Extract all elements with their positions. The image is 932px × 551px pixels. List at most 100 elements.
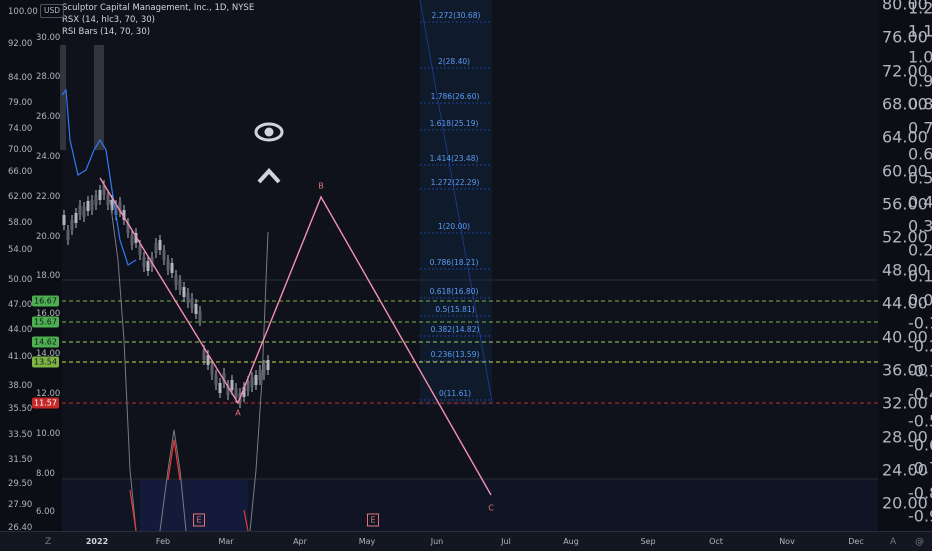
candle-body [62,215,66,225]
candle-body [254,375,258,385]
oscillator-line [249,231,269,531]
left-outer-tick: 50.00 [8,275,33,285]
candle-body [162,250,166,260]
eye-icon[interactable] [254,120,284,148]
candle-body [182,287,186,297]
candle-body [234,388,238,398]
candle-body [94,195,98,205]
left-inner-tick: 28.00 [36,72,61,82]
abc-wave-line [99,177,492,496]
candle-body [86,201,90,211]
time-axis-label: Apr [293,537,307,546]
currency-badge[interactable]: USD [40,4,65,18]
left-price-axis-outer[interactable]: 100.00 92.00 84.00 79.00 74.00 70.00 66.00 62.0… [0,0,38,533]
oscillator-line [159,429,187,531]
time-axis-label: Dec [848,537,864,546]
left-outer-tick: 29.50 [8,479,33,489]
time-axis[interactable]: 2022 Feb Mar Apr May Jun Jul Aug Sep Oct Nov Dec Z A @ [0,531,932,551]
wave-label-b: B [318,181,324,191]
left-outer-tick: 44.00 [8,325,33,335]
left-outer-tick: 84.00 [8,73,33,83]
symbol-title[interactable]: Sculptor Capital Management, Inc., 1D, N… [62,3,255,13]
indicator-rsi-bars[interactable]: RSI Bars (14, 70, 30) [62,27,151,37]
left-outer-tick: 100.00 [8,7,38,17]
price-tag: 11.57 [32,397,59,409]
candle-body [178,280,182,290]
candle-body [74,213,78,223]
time-axis-label: Jun [430,537,444,546]
candle-body [90,200,94,210]
left-outer-tick: 79.00 [8,98,33,108]
left-inner-tick: 26.00 [36,112,61,122]
candle-body [214,375,218,385]
time-axis-label: Oct [709,537,723,546]
left-inner-tick: 14.00 [36,349,61,359]
time-axis-label: 2022 [85,537,109,546]
oscillator-line [109,199,137,531]
candle-body [70,220,74,230]
candle-body [154,243,158,253]
candle-body [98,190,102,200]
candle-body [202,350,206,360]
wave-label-a: A [235,408,241,418]
candle-body [166,260,170,270]
left-inner-tick: 8.00 [36,469,55,479]
left-outer-tick: 92.00 [8,39,33,49]
timezone-button[interactable]: Z [45,537,52,547]
left-inner-tick: 22.00 [36,192,61,202]
left-outer-tick: 27.90 [8,500,33,510]
left-outer-tick: 26.40 [8,523,33,533]
candle-body [102,185,106,195]
candle-body [142,257,146,267]
candle-body [258,370,262,380]
left-inner-tick: 18.00 [36,271,61,281]
price-tag: 16.67 [32,295,59,307]
candle-body [170,263,174,273]
axis-setting-button[interactable]: A [890,537,897,547]
highlight-bar [60,45,66,150]
left-outer-tick: 41.00 [8,352,33,362]
candle-body [250,377,254,387]
left-inner-tick: 20.00 [36,232,61,242]
axis-setting-button[interactable]: @ [915,537,924,547]
price-tag: 15.67 [32,316,59,328]
candle-body [118,202,122,212]
candle-body [266,360,270,370]
left-outer-tick: 54.00 [8,245,33,255]
time-axis-label: Sep [640,537,656,546]
price-chart-canvas[interactable] [0,0,932,531]
candle-body [138,245,142,255]
candle-body [126,223,130,233]
candle-body [206,355,210,365]
indicator-highlight [140,480,248,531]
candle-body [114,205,118,215]
candle-body [246,381,250,391]
left-outer-tick: 33.50 [8,430,33,440]
chevron-up-icon[interactable] [256,165,282,189]
left-outer-tick: 74.00 [8,124,33,134]
indicator-rsx[interactable]: RSX (14, hlc3, 70, 30) [62,15,155,25]
rsi-bars-line [243,509,249,531]
left-inner-tick: 30.00 [36,33,61,43]
left-outer-tick: 38.00 [8,381,33,391]
price-tags: 16.67 15.67 14.62 13.54 11.57 [32,0,62,531]
rsi-bars-line [129,489,137,531]
left-inner-tick: 12.00 [36,389,61,399]
left-inner-tick: 16.00 [36,309,61,319]
candle-body [110,200,114,210]
candle-body [66,230,70,240]
time-axis-label: Nov [779,537,795,546]
candle-body [242,387,246,397]
candle-body [210,365,214,375]
candle-body [226,385,230,395]
left-price-axis-inner[interactable]: 30.00 28.00 26.00 24.00 22.00 20.00 18.00 16.00… [34,0,62,531]
candle-body [78,205,82,215]
candle-body [82,207,86,217]
left-outer-tick: 35.50 [8,404,33,414]
candle-body [130,235,134,245]
earnings-event-badge[interactable]: E [367,513,379,527]
candle-body [218,383,222,393]
earnings-event-badge[interactable]: E [193,513,205,527]
candle-body [146,261,150,271]
